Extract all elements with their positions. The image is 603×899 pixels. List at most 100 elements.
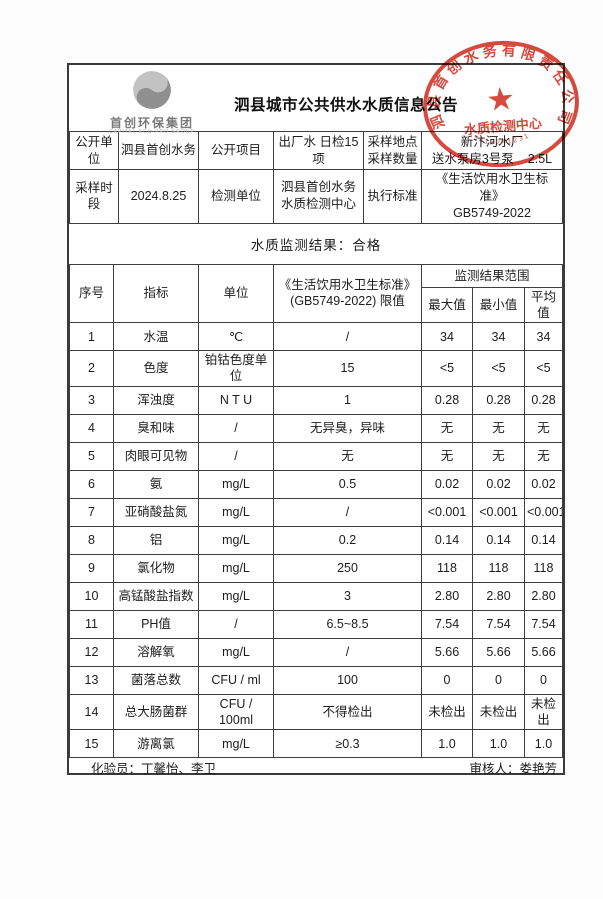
cell-seq: 11 [69, 609, 114, 639]
cell-min: 5.66 [472, 637, 525, 667]
cell-limit: 6.5~8.5 [273, 609, 422, 639]
cell-indicator: 铝 [113, 525, 199, 555]
cell-avg: 2.80 [524, 581, 563, 611]
cell-limit: 15 [273, 350, 422, 387]
cell-min: 1.0 [472, 729, 525, 759]
cell-unit: N T U [198, 385, 274, 415]
cell-indicator: 水温 [113, 322, 199, 352]
logo-name: 首创环保集团 [109, 115, 194, 130]
report-frame: 首创环保集团 CAPITAL ECO-PRO GROUP 泗县城市公共供水水质信… [67, 63, 565, 776]
cell-max: 无 [421, 441, 473, 471]
cell-max: 5.66 [421, 637, 473, 667]
cell-seq: 3 [69, 385, 114, 415]
sampling-value: 新汴河水厂 送水泵房3号泵 2.5L [421, 131, 563, 170]
cell-max: 1.0 [421, 729, 473, 759]
public-project-label: 公开项目 [198, 131, 274, 170]
cell-max: 0.28 [421, 385, 473, 415]
cell-max: 无 [421, 413, 473, 443]
cell-min: 无 [472, 413, 525, 443]
results-table: 序号 指标 单位 《生活饮用水卫生标准》 (GB5749-2022) 限值 监测… [69, 263, 563, 759]
cell-min: 7.54 [472, 609, 525, 639]
col-header-unit: 单位 [198, 263, 274, 324]
sampling-label: 采样地点 采样数量 [363, 131, 422, 170]
table-row: 13 菌落总数 CFU / ml 100 0 0 0 [69, 665, 563, 695]
col-header-avg: 平均值 [524, 286, 563, 324]
table-row: 12 溶解氧 mg/L / 5.66 5.66 5.66 [69, 637, 563, 667]
cell-seq: 1 [69, 322, 114, 352]
cell-seq: 6 [69, 469, 114, 499]
cell-limit: 250 [273, 553, 422, 583]
cell-avg: 0.14 [524, 525, 563, 555]
cell-unit: mg/L [198, 637, 274, 667]
cell-limit: 无 [273, 441, 422, 471]
cell-seq: 7 [69, 497, 114, 527]
table-row: 4 臭和味 / 无异臭，异味 无 无 无 [69, 413, 563, 443]
cell-seq: 14 [69, 693, 114, 731]
cell-min: 34 [472, 322, 525, 352]
table-row: 10 高锰酸盐指数 mg/L 3 2.80 2.80 2.80 [69, 581, 563, 611]
cell-seq: 15 [69, 729, 114, 759]
sampling-period-label: 采样时段 [69, 169, 119, 224]
cell-avg: 5.66 [524, 637, 563, 667]
report-header: 首创环保集团 CAPITAL ECO-PRO GROUP 泗县城市公共供水水质信… [69, 65, 563, 134]
cell-unit: CFU / 100ml [198, 693, 274, 731]
company-logo: 首创环保集团 CAPITAL ECO-PRO GROUP [93, 69, 211, 135]
cell-seq: 5 [69, 441, 114, 471]
cell-unit: mg/L [198, 553, 274, 583]
cell-limit: ≥0.3 [273, 729, 422, 759]
cell-min: 0.02 [472, 469, 525, 499]
cell-limit: 0.5 [273, 469, 422, 499]
table-row: 15 游离氯 mg/L ≥0.3 1.0 1.0 1.0 [69, 729, 563, 759]
cell-seq: 9 [69, 553, 114, 583]
sample-volume: 2.5L [527, 151, 553, 166]
cell-limit: / [273, 637, 422, 667]
tester-signature: 化验员：丁馨怡、李卫 [91, 762, 217, 777]
testing-unit-value: 泗县首创水务 水质检测中心 [273, 169, 364, 224]
public-unit-value: 泗县首创水务 [118, 131, 199, 170]
cell-limit: / [273, 322, 422, 352]
cell-unit: / [198, 609, 274, 639]
cell-avg: 0.02 [524, 469, 563, 499]
col-header-limit: 《生活饮用水卫生标准》 (GB5749-2022) 限值 [273, 263, 422, 324]
cell-min: 118 [472, 553, 525, 583]
cell-avg: 34 [524, 322, 563, 352]
cell-unit: / [198, 441, 274, 471]
cell-indicator: 臭和味 [113, 413, 199, 443]
standard-label: 执行标准 [363, 169, 422, 224]
cell-max: 118 [421, 553, 473, 583]
cell-indicator: 肉眼可见物 [113, 441, 199, 471]
cell-avg: 未检出 [524, 693, 563, 731]
cell-min: 无 [472, 441, 525, 471]
reviewer-signature: 审核人：娄艳芳 [469, 762, 557, 777]
col-header-min: 最小值 [472, 286, 525, 324]
col-header-indicator: 指标 [113, 263, 199, 324]
logo-subtitle: CAPITAL ECO-PRO GROUP [109, 128, 195, 135]
cell-unit: 铂钴色度单位 [198, 350, 274, 387]
cell-indicator: 总大肠菌群 [113, 693, 199, 731]
results-body: 1 水温 ℃ / 34 34 34 2 色度 铂钴色度单位 15 <5 [69, 322, 563, 759]
cell-limit: 0.2 [273, 525, 422, 555]
cell-max: 7.54 [421, 609, 473, 639]
swirl-logo-icon [133, 71, 171, 109]
cell-min: 0 [472, 665, 525, 695]
cell-unit: mg/L [198, 581, 274, 611]
results-header-row-1: 序号 指标 单位 《生活饮用水卫生标准》 (GB5749-2022) 限值 监测… [69, 263, 563, 324]
cell-seq: 8 [69, 525, 114, 555]
table-row: 7 亚硝酸盐氮 mg/L / <0.001 <0.001 <0.001 [69, 497, 563, 527]
cell-avg: 7.54 [524, 609, 563, 639]
cell-min: 0.14 [472, 525, 525, 555]
info-row-1: 公开单位 泗县首创水务 公开项目 出厂水 日检15项 采样地点 采样数量 新汴河… [69, 131, 563, 170]
cell-unit: mg/L [198, 469, 274, 499]
cell-avg: 0 [524, 665, 563, 695]
signature-footer: 化验员：丁馨怡、李卫 审核人：娄艳芳 [69, 758, 563, 784]
cell-indicator: 氨 [113, 469, 199, 499]
cell-avg: <5 [524, 350, 563, 387]
public-project-value: 出厂水 日检15项 [273, 131, 364, 170]
cell-indicator: 色度 [113, 350, 199, 387]
cell-unit: CFU / ml [198, 665, 274, 695]
cell-limit: 不得检出 [273, 693, 422, 731]
cell-avg: 1.0 [524, 729, 563, 759]
cell-indicator: 溶解氧 [113, 637, 199, 667]
table-row: 6 氨 mg/L 0.5 0.02 0.02 0.02 [69, 469, 563, 499]
public-unit-label: 公开单位 [69, 131, 119, 170]
